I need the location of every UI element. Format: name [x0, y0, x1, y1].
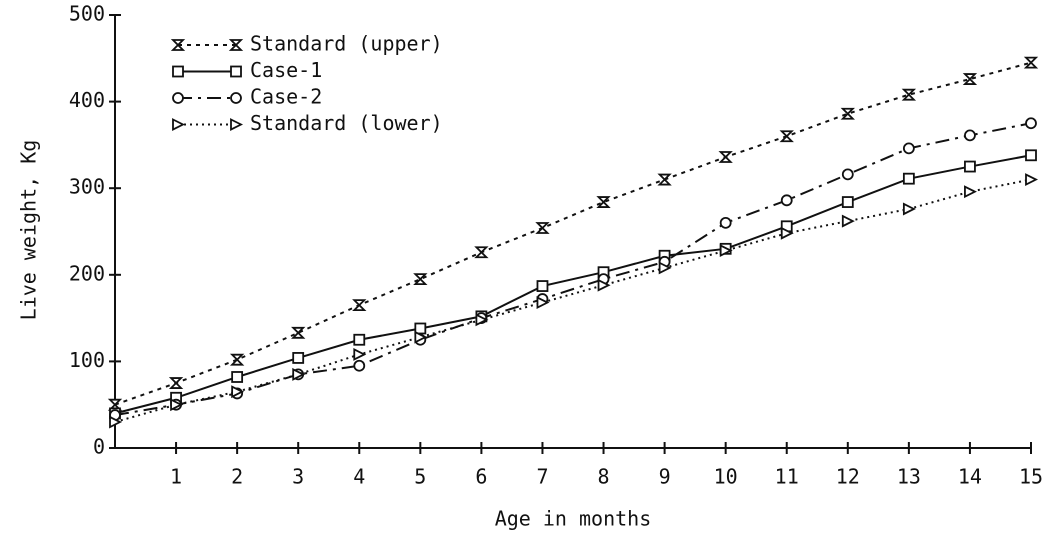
point — [536, 296, 550, 309]
y-tick-label: 500 — [69, 2, 105, 26]
legend-marker — [228, 39, 244, 51]
legend-marker — [230, 92, 242, 104]
point — [475, 313, 489, 327]
legend-marker — [172, 65, 184, 78]
point — [1023, 56, 1039, 69]
point — [657, 173, 672, 186]
x-tick-label: 2 — [231, 465, 243, 489]
point — [901, 88, 917, 101]
point — [1025, 173, 1039, 186]
point — [292, 352, 305, 364]
point — [352, 299, 367, 312]
legend-marker — [172, 118, 186, 131]
point — [414, 330, 428, 344]
point — [719, 244, 733, 258]
x-tick-label: 1 — [170, 465, 182, 489]
x-tick-label: 6 — [475, 465, 487, 489]
point — [964, 160, 976, 173]
point — [414, 322, 427, 335]
x-tick-label: 12 — [836, 465, 860, 489]
legend-label: Standard (lower) — [250, 111, 443, 135]
point — [964, 129, 976, 142]
point — [353, 348, 367, 361]
x-tick-label: 10 — [714, 465, 738, 489]
point — [353, 333, 366, 346]
point — [474, 246, 489, 259]
point — [413, 273, 428, 286]
point — [902, 202, 916, 216]
point — [840, 107, 855, 120]
x-tick-label: 8 — [598, 465, 610, 489]
point — [535, 222, 550, 234]
x-tick-label: 13 — [897, 465, 921, 489]
point — [229, 353, 245, 366]
point — [841, 196, 854, 208]
x-tick-label: 15 — [1019, 465, 1043, 489]
point — [718, 151, 733, 163]
point — [231, 371, 244, 383]
point — [780, 226, 794, 240]
x-tick-label: 9 — [659, 465, 671, 489]
point — [1025, 149, 1037, 162]
point — [109, 415, 123, 429]
series-line — [114, 61, 1032, 406]
legend-label: Standard (upper) — [250, 32, 443, 56]
point — [353, 359, 366, 372]
point — [841, 168, 854, 181]
point — [292, 367, 306, 381]
point — [964, 185, 977, 199]
point — [719, 216, 732, 229]
legend-marker — [230, 118, 244, 131]
x-tick-label: 3 — [292, 465, 304, 489]
point — [902, 172, 915, 185]
point — [779, 130, 794, 143]
legend-marker — [172, 92, 184, 104]
x-tick-label: 4 — [353, 465, 365, 489]
legend-marker — [230, 65, 242, 78]
point — [780, 194, 793, 207]
point — [596, 196, 611, 208]
x-axis-label: Age in months — [495, 507, 652, 531]
point — [170, 398, 184, 412]
point — [536, 280, 549, 292]
point — [841, 214, 855, 228]
point — [291, 326, 306, 339]
series-line — [114, 154, 1032, 415]
y-tick-label: 200 — [69, 261, 105, 285]
point — [1025, 117, 1037, 130]
y-axis-label: Live weight, Kg — [17, 140, 41, 321]
x-tick-label: 11 — [775, 465, 799, 489]
legend-label: Case-2 — [250, 85, 322, 109]
y-tick-label: 300 — [69, 175, 105, 199]
legend-label: Case-1 — [250, 58, 322, 82]
point — [902, 142, 915, 155]
point — [658, 261, 672, 275]
y-tick-label: 400 — [69, 88, 105, 112]
point — [168, 377, 184, 389]
x-tick-label: 14 — [958, 465, 982, 489]
point — [962, 73, 978, 85]
point — [597, 278, 611, 292]
x-tick-label: 5 — [414, 465, 426, 489]
y-tick-label: 100 — [69, 348, 105, 372]
series-line — [114, 178, 1032, 423]
x-tick-label: 7 — [536, 465, 548, 489]
legend-marker — [170, 39, 186, 51]
point — [231, 385, 245, 399]
y-tick-label: 0 — [93, 435, 105, 459]
